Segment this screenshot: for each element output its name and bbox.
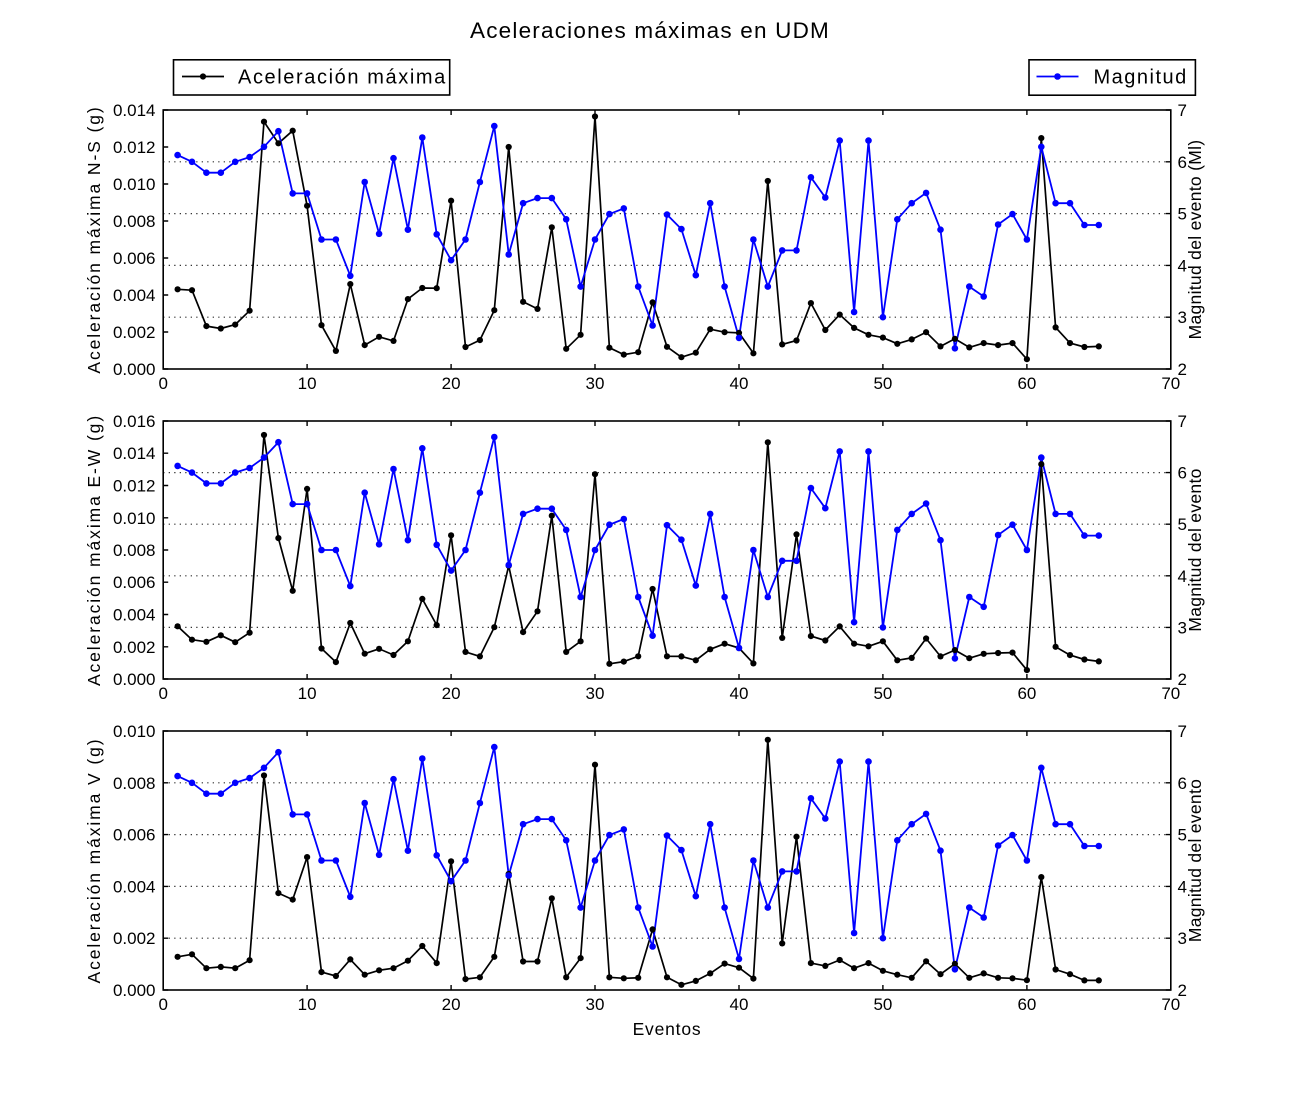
svg-text:0.014: 0.014: [113, 101, 156, 120]
svg-text:0.004: 0.004: [113, 877, 156, 896]
svg-text:3: 3: [1178, 618, 1187, 637]
svg-text:5: 5: [1178, 515, 1187, 534]
svg-text:70: 70: [1161, 684, 1180, 703]
svg-text:0.008: 0.008: [113, 212, 156, 231]
svg-text:4: 4: [1178, 567, 1187, 586]
svg-text:Aceleración máxima N-S (g): Aceleración máxima N-S (g): [84, 105, 104, 373]
svg-text:0.010: 0.010: [113, 722, 156, 741]
svg-text:0.008: 0.008: [113, 774, 156, 793]
svg-text:0.008: 0.008: [113, 541, 156, 560]
svg-text:0.000: 0.000: [113, 360, 156, 379]
svg-text:0.010: 0.010: [113, 509, 156, 528]
svg-text:7: 7: [1178, 101, 1187, 120]
svg-text:Magnitud del evento (Ml): Magnitud del evento (Ml): [1185, 140, 1205, 340]
svg-text:10: 10: [298, 995, 317, 1014]
svg-text:10: 10: [298, 684, 317, 703]
svg-text:60: 60: [1017, 374, 1036, 393]
svg-text:5: 5: [1178, 205, 1187, 224]
svg-text:0.002: 0.002: [113, 638, 156, 657]
svg-text:0.012: 0.012: [113, 477, 156, 496]
svg-text:0.002: 0.002: [113, 323, 156, 342]
svg-text:30: 30: [586, 374, 605, 393]
svg-text:2: 2: [1178, 981, 1187, 1000]
svg-text:Magnitud: Magnitud: [1094, 67, 1188, 89]
svg-text:40: 40: [730, 374, 749, 393]
svg-text:4: 4: [1178, 877, 1187, 896]
svg-text:40: 40: [730, 684, 749, 703]
svg-text:6: 6: [1178, 464, 1187, 483]
svg-text:60: 60: [1017, 684, 1036, 703]
svg-text:0.010: 0.010: [113, 175, 156, 194]
svg-text:0.012: 0.012: [113, 138, 156, 157]
svg-text:0: 0: [158, 374, 167, 393]
svg-text:0: 0: [158, 684, 167, 703]
svg-text:0.014: 0.014: [113, 444, 156, 463]
svg-text:0.006: 0.006: [113, 249, 156, 268]
svg-text:3: 3: [1178, 929, 1187, 948]
svg-text:0.000: 0.000: [113, 981, 156, 1000]
svg-text:0.006: 0.006: [113, 826, 156, 845]
svg-text:70: 70: [1161, 374, 1180, 393]
svg-text:2: 2: [1178, 360, 1187, 379]
svg-text:0.016: 0.016: [113, 412, 156, 431]
svg-text:Aceleración máxima V (g): Aceleración máxima V (g): [84, 738, 104, 984]
svg-text:10: 10: [298, 374, 317, 393]
svg-text:60: 60: [1017, 995, 1036, 1014]
svg-text:Magnitud del evento: Magnitud del evento: [1185, 468, 1205, 631]
svg-text:0.006: 0.006: [113, 573, 156, 592]
svg-text:Eventos: Eventos: [633, 1019, 702, 1039]
svg-text:50: 50: [873, 374, 892, 393]
svg-text:20: 20: [442, 995, 461, 1014]
svg-text:0.000: 0.000: [113, 670, 156, 689]
svg-text:30: 30: [586, 995, 605, 1014]
svg-text:2: 2: [1178, 670, 1187, 689]
svg-text:20: 20: [442, 374, 461, 393]
svg-text:7: 7: [1178, 722, 1187, 741]
svg-text:0.002: 0.002: [113, 929, 156, 948]
svg-text:6: 6: [1178, 153, 1187, 172]
svg-text:0.004: 0.004: [113, 286, 156, 305]
svg-text:Aceleraciones máximas en UDM: Aceleraciones máximas en UDM: [470, 18, 830, 43]
svg-text:6: 6: [1178, 774, 1187, 793]
svg-text:40: 40: [730, 995, 749, 1014]
svg-text:70: 70: [1161, 995, 1180, 1014]
svg-text:7: 7: [1178, 412, 1187, 431]
svg-text:20: 20: [442, 684, 461, 703]
svg-text:5: 5: [1178, 826, 1187, 845]
svg-text:50: 50: [873, 995, 892, 1014]
svg-text:Aceleración máxima: Aceleración máxima: [238, 67, 447, 89]
svg-text:50: 50: [873, 684, 892, 703]
svg-text:0.004: 0.004: [113, 606, 156, 625]
svg-text:4: 4: [1178, 256, 1187, 275]
svg-text:Aceleración máxima E-W (g): Aceleración máxima E-W (g): [84, 414, 104, 686]
svg-text:Magnitud del evento: Magnitud del evento: [1185, 779, 1205, 942]
svg-text:3: 3: [1178, 308, 1187, 327]
svg-text:30: 30: [586, 684, 605, 703]
svg-text:0: 0: [158, 995, 167, 1014]
